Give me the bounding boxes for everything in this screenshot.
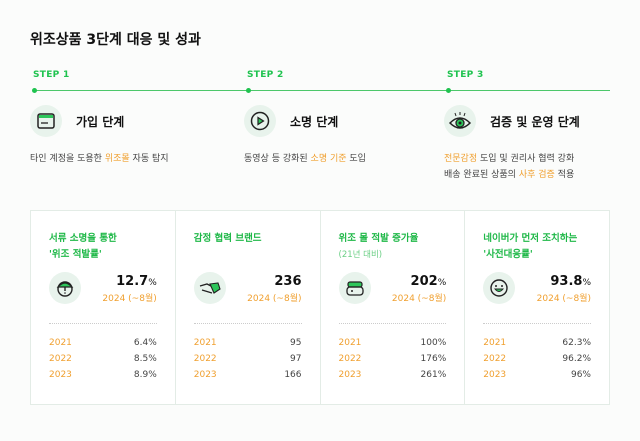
handshake-icon xyxy=(193,272,226,304)
stat-card: 서류 소명을 통한 '위조 적발률' 12.7% 2024 (~8월) 2021 6… xyxy=(31,211,176,404)
divider xyxy=(49,323,157,324)
year: 2023 xyxy=(49,370,72,380)
step-3: STEP 3 검증 및 운영 단계 전문감정 도입 및 권리사 협력 강화 배송 … xyxy=(444,70,640,180)
play-icon xyxy=(244,105,276,137)
year-row: 2023 261% xyxy=(339,367,447,383)
year-row: 2021 6.4% xyxy=(49,335,157,351)
step-label: STEP 1 xyxy=(33,70,70,80)
card-value: 93.8% xyxy=(550,274,591,289)
step-2: STEP 2 소명 단계 동영상 등 강화된 소명 기준 도입 xyxy=(244,70,447,164)
card-value: 236 xyxy=(274,274,302,289)
card-value: 12.7% xyxy=(116,274,157,289)
year-row: 2021 62.3% xyxy=(483,335,591,351)
year-value: 166 xyxy=(284,370,302,380)
year: 2021 xyxy=(338,338,362,348)
year: 2022 xyxy=(483,354,507,364)
step-name: 가입 단계 xyxy=(76,114,125,129)
smile-icon xyxy=(483,272,516,304)
step-desc: 전문감정 도입 및 권리사 협력 강화 배송 완료된 상품의 사후 검증 적용 xyxy=(444,154,575,180)
year: 2021 xyxy=(483,338,507,348)
card-period: 2024 (~8월) xyxy=(536,294,591,304)
year-row: 2022 8.5% xyxy=(49,351,157,367)
year-row: 2021 95 xyxy=(194,335,302,351)
year: 2023 xyxy=(483,370,507,380)
card-title: 서류 소명을 통한 '위조 적발률' xyxy=(49,233,117,260)
year: 2023 xyxy=(193,370,217,380)
card-value: 202% xyxy=(410,274,447,289)
step-name: 소명 단계 xyxy=(290,114,339,129)
card-title: 위조 몰 적발 증가율 (21년 대비) xyxy=(339,231,419,263)
step-desc: 타인 계정을 도용한 위조몰 자동 탐지 xyxy=(30,154,169,164)
timeline-line xyxy=(33,90,610,91)
card-subtitle: (21년 대비) xyxy=(338,250,383,260)
card-period: 2024 (~8월) xyxy=(391,294,447,304)
year-value: 261% xyxy=(420,370,447,380)
shop-icon xyxy=(338,272,371,304)
timeline-dot xyxy=(32,88,37,93)
year-row: 2022 96.2% xyxy=(483,351,591,367)
card-period: 2024 (~8월) xyxy=(247,294,302,304)
step-name: 검증 및 운영 단계 xyxy=(490,114,580,129)
card-period: 2024 (~8월) xyxy=(102,294,157,304)
year-row: 2021 100% xyxy=(339,335,447,351)
page-title: 위조상품 3단계 대응 및 성과 xyxy=(30,32,201,48)
year: 2021 xyxy=(49,338,72,348)
timeline-dot xyxy=(246,88,251,93)
year-value: 97 xyxy=(290,354,302,364)
stat-card: 감정 협력 브랜드 236 2024 (~8월) 2021 95 2022 97 202… xyxy=(176,211,321,404)
year-row: 2023 166 xyxy=(194,367,302,383)
stats-cards: 서류 소명을 통한 '위조 적발률' 12.7% 2024 (~8월) 2021 6… xyxy=(30,210,610,405)
year-row: 2023 8.9% xyxy=(49,367,157,383)
step-label: STEP 3 xyxy=(447,70,484,80)
year: 2022 xyxy=(338,354,362,364)
card-title: 감정 협력 브랜드 xyxy=(193,233,262,244)
year-value: 6.4% xyxy=(133,338,157,348)
eye-icon xyxy=(444,105,476,137)
year-value: 8.5% xyxy=(133,354,157,364)
year-value: 176% xyxy=(420,354,447,364)
alert-face-icon xyxy=(49,272,81,304)
divider xyxy=(338,323,447,324)
year-value: 8.9% xyxy=(133,370,157,380)
year: 2022 xyxy=(49,354,72,364)
divider xyxy=(483,323,591,324)
year-row: 2022 176% xyxy=(339,351,447,367)
card-window-icon xyxy=(30,105,62,137)
year: 2021 xyxy=(193,338,217,348)
year-value: 62.3% xyxy=(562,338,591,348)
year-value: 96.2% xyxy=(562,354,591,364)
year: 2023 xyxy=(338,370,362,380)
card-title: 네이버가 먼저 조치하는 '사전대응률' xyxy=(483,233,578,260)
step-1: STEP 1 가입 단계 타인 계정을 도용한 위조몰 자동 탐지 xyxy=(30,70,233,164)
stat-card: 위조 몰 적발 증가율 (21년 대비) 202% 2024 (~8월) 2021… xyxy=(321,211,466,404)
year-value: 95 xyxy=(290,338,302,348)
year-value: 100% xyxy=(420,338,447,348)
year-row: 2023 96% xyxy=(483,367,591,383)
divider xyxy=(193,323,302,324)
step-desc: 동영상 등 강화된 소명 기준 도입 xyxy=(244,154,366,164)
timeline-dot xyxy=(446,88,451,93)
year-value: 96% xyxy=(570,370,591,380)
step-label: STEP 2 xyxy=(247,70,284,80)
stat-card: 네이버가 먼저 조치하는 '사전대응률' 93.8% 2024 (~8월) 202… xyxy=(465,211,609,404)
year-row: 2022 97 xyxy=(194,351,302,367)
year: 2022 xyxy=(193,354,217,364)
